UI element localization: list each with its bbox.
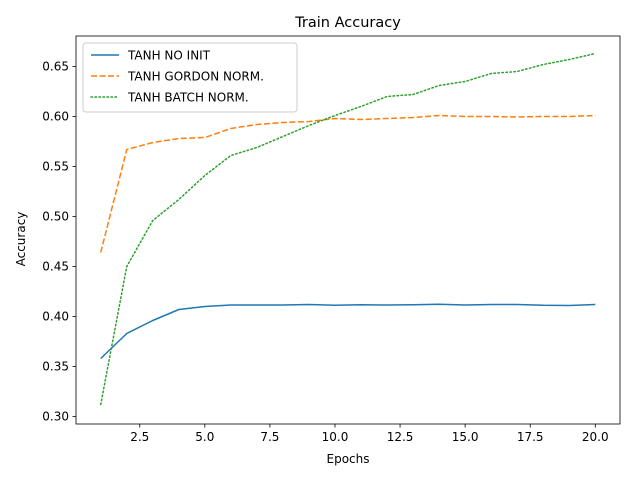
- y-tick-label: 0.65: [42, 60, 69, 74]
- legend-label-3: TANH BATCH NORM.: [127, 90, 249, 104]
- legend-label-2: TANH GORDON NORM.: [127, 69, 264, 83]
- x-tick-label: 12.5: [387, 430, 414, 444]
- legend: TANH NO INIT TANH GORDON NORM. TANH BATCH …: [82, 42, 298, 113]
- y-axis-title: Accuracy: [14, 212, 28, 267]
- x-tick-label: 20.0: [582, 430, 609, 444]
- series-line-3: [99, 52, 597, 406]
- y-tick-label: 0.40: [42, 310, 69, 324]
- x-tick-label: 17.5: [517, 430, 544, 444]
- x-axis-title: Epochs: [327, 452, 370, 466]
- y-tick-label: 0.35: [42, 360, 69, 374]
- y-tick-label: 0.55: [42, 160, 69, 174]
- x-tick-label: 7.5: [260, 430, 279, 444]
- x-tick-label: 10.0: [322, 430, 349, 444]
- x-tick-label: 2.5: [130, 430, 149, 444]
- axes-frame: [75, 35, 621, 425]
- legend-label-1: TANH NO INIT: [127, 48, 211, 62]
- y-tick-label: 0.50: [42, 210, 69, 224]
- x-tick-label: 15.0: [452, 430, 479, 444]
- x-tick-label: 5.0: [195, 430, 214, 444]
- chart-title: Train Accuracy: [294, 15, 401, 31]
- legend-box: [82, 42, 298, 113]
- series-line-1: [100, 303, 596, 360]
- y-tick-label: 0.60: [42, 110, 69, 124]
- y-tick-label: 0.45: [42, 260, 69, 274]
- plot-area: 2.5 5.0 7.5 10.0 12.5 15.0 17.5 20.0 0.30 0.35 0.4…: [42, 35, 621, 444]
- series-line-2: [100, 114, 596, 253]
- y-tick-label: 0.30: [42, 410, 69, 424]
